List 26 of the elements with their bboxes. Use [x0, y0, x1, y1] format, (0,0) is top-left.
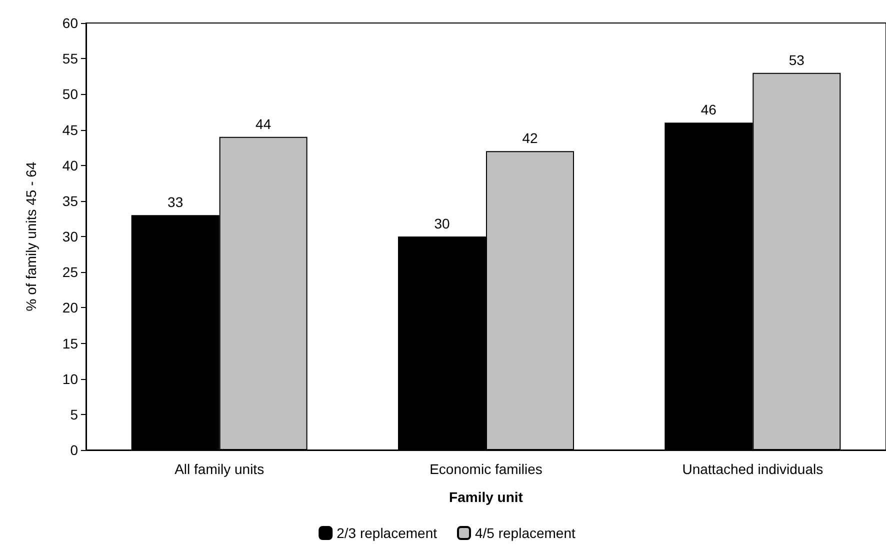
data-label: 42 [522, 130, 538, 146]
y-tick-label: 60 [62, 15, 78, 31]
y-tick-label: 50 [62, 86, 78, 102]
y-tick-label: 30 [62, 228, 78, 244]
x-axis-title: Family unit [449, 489, 524, 505]
y-tick-label: 5 [70, 406, 78, 422]
y-tick-label: 20 [62, 300, 78, 316]
y-tick-label: 25 [62, 264, 78, 280]
data-label: 44 [256, 116, 272, 132]
y-axis-title: % of family units 45 - 64 [23, 162, 39, 312]
data-label: 30 [434, 216, 450, 232]
y-tick-label: 35 [62, 192, 78, 209]
x-tick-label: Economic families [430, 461, 542, 477]
data-label: 53 [788, 52, 805, 68]
y-tick-label: 40 [62, 157, 78, 174]
y-tick-label: 15 [62, 335, 78, 352]
y-tick-label: 0 [70, 442, 78, 458]
x-tick-label: All family units [174, 461, 264, 477]
legend-label: 2/3 replacement [336, 525, 438, 541]
y-tick-label: 10 [62, 370, 78, 387]
data-label: 46 [700, 102, 717, 118]
x-tick-label: Unattached individuals [682, 461, 824, 477]
y-tick-label: 55 [62, 50, 78, 67]
legend-label: 4/5 replacement [475, 525, 576, 541]
data-label: 33 [168, 194, 184, 210]
y-tick-label: 45 [62, 122, 78, 138]
